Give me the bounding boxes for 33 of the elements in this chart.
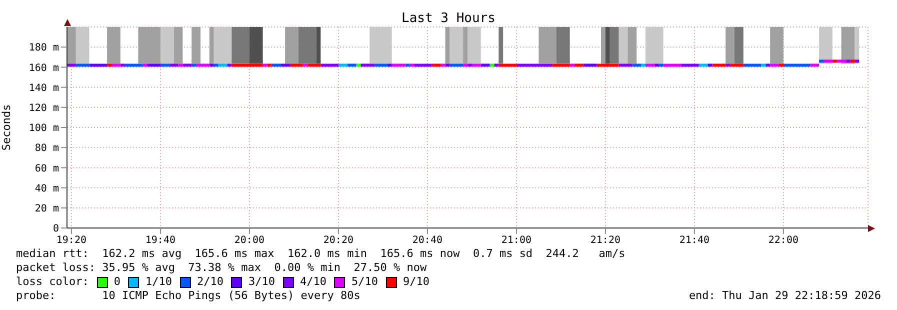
x-tick-label: 21:20 <box>590 235 621 246</box>
y-axis-title: Seconds <box>0 104 13 151</box>
y-tick-label: 120 m <box>28 102 59 114</box>
text: end: Thu Jan 29 22:18:59 2026 <box>688 289 881 303</box>
legend-label: 4/10 <box>300 275 326 289</box>
x-tick-label: 20:40 <box>412 235 443 246</box>
x-tick-label: 20:20 <box>323 235 354 246</box>
x-tick-label: 20:00 <box>234 235 265 246</box>
legend-label: 3/10 <box>248 275 275 289</box>
text: probe: 10 ICMP Echo Pings (56 Bytes) every 80s <box>16 289 360 303</box>
legend-label: 9/10 <box>402 275 430 289</box>
chart-title: Last 3 Hours <box>400 11 496 26</box>
legend-label: 2/10 <box>196 275 224 289</box>
y-tick-label: 60 m <box>34 163 59 174</box>
text: packet loss: 35.95 % avg 73.38 % max 0.00 % min 27.50 % now <box>16 261 428 275</box>
y-tick-label: 140 m <box>28 82 59 94</box>
x-tick-label: 22:00 <box>768 235 799 246</box>
y-tick-label: 40 m <box>34 183 59 194</box>
legend-label: 0 <box>114 275 120 289</box>
text: median rtt: 162.2 ms avg 165.6 ms max 162.0 ms min 165.6 ms now 0.7 ms sd 244.2 am/s <box>16 247 626 261</box>
x-tick-label: 19:40 <box>145 235 176 246</box>
x-tick-label: 21:40 <box>679 235 710 246</box>
legend-label: 1/10 <box>145 275 172 289</box>
legend-label: 5/10 <box>351 275 378 289</box>
y-tick-label: 20 m <box>34 203 59 214</box>
x-tick-label: 19:20 <box>56 235 87 246</box>
y-tick-label: 80 m <box>34 143 59 154</box>
x-tick-label: 21:00 <box>501 235 532 246</box>
y-tick-label: 0 <box>52 224 59 235</box>
y-tick-label: 180 m <box>28 42 59 54</box>
legend-title: loss color: <box>16 275 89 289</box>
y-tick-label: 100 m <box>28 123 59 134</box>
y-tick-label: 160 m <box>28 62 59 74</box>
